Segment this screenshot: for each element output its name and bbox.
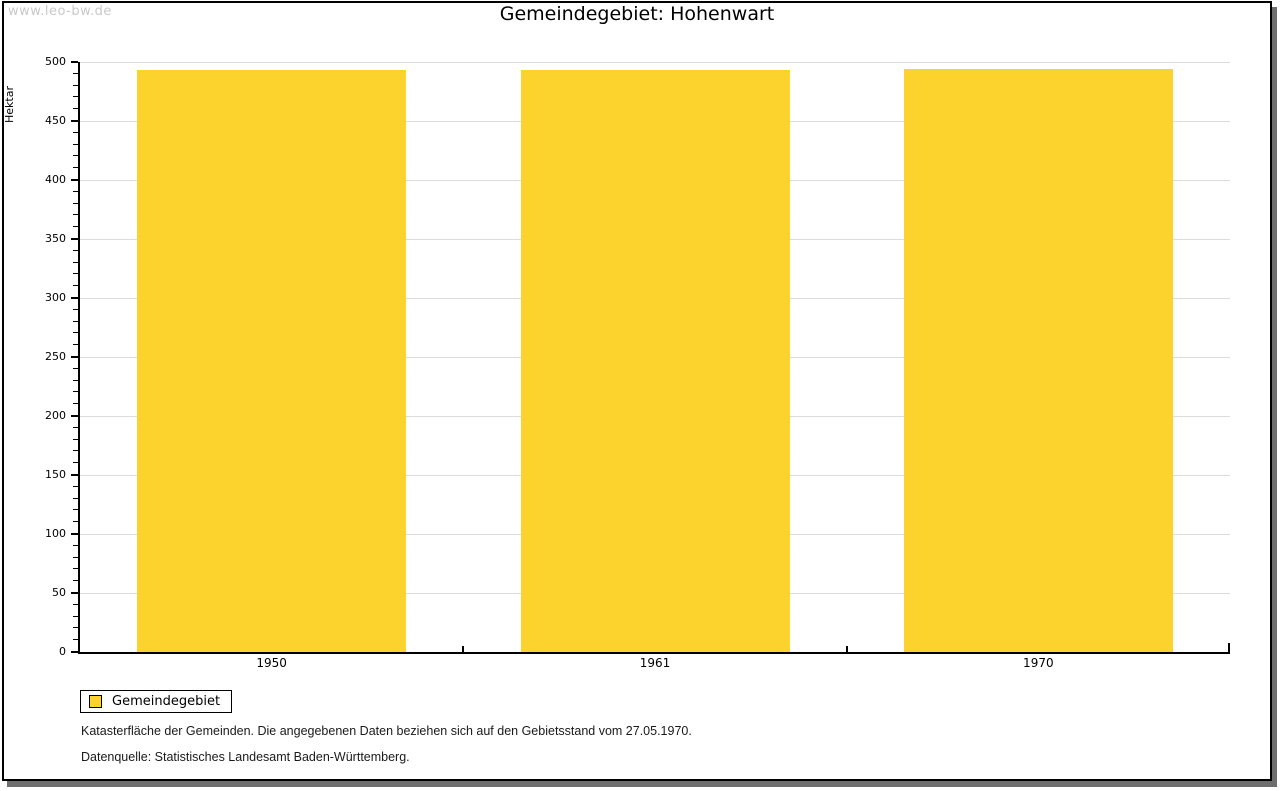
- y-major-tick-450: [71, 120, 78, 122]
- y-major-tick-200: [71, 415, 78, 417]
- bar-1961: [520, 70, 790, 652]
- y-tick-label-350: 350: [45, 232, 66, 245]
- y-minor-tick-290: [73, 308, 78, 310]
- y-minor-tick-370: [73, 214, 78, 216]
- y-minor-tick-90: [73, 544, 78, 546]
- y-tick-label-0: 0: [59, 645, 66, 658]
- legend-swatch: [89, 695, 102, 708]
- y-major-tick-0: [71, 651, 78, 653]
- y-minor-tick-470: [73, 96, 78, 98]
- legend-label: Gemeindegebiet: [112, 694, 221, 709]
- y-minor-tick-40: [73, 603, 78, 605]
- y-minor-tick-390: [73, 190, 78, 192]
- y-tick-label-450: 450: [45, 114, 66, 127]
- y-major-tick-350: [71, 238, 78, 240]
- legend: Gemeindegebiet: [80, 690, 233, 713]
- y-minor-tick-130: [73, 497, 78, 499]
- y-minor-tick-80: [73, 556, 78, 558]
- y-minor-tick-320: [73, 273, 78, 275]
- category-boundary-tick: [845, 646, 848, 652]
- y-minor-tick-360: [73, 226, 78, 228]
- y-tick-label-150: 150: [45, 468, 66, 481]
- footnote: Katasterfläche der Gemeinden. Die angege…: [81, 724, 692, 738]
- y-minor-tick-140: [73, 485, 78, 487]
- y-minor-tick-480: [73, 84, 78, 86]
- y-minor-tick-220: [73, 391, 78, 393]
- y-minor-tick-160: [73, 462, 78, 464]
- x-tick-label-1950: 1950: [256, 656, 287, 670]
- bar-1970: [903, 69, 1173, 652]
- y-major-tick-150: [71, 474, 78, 476]
- y-major-tick-250: [71, 356, 78, 358]
- y-major-tick-500: [71, 61, 78, 63]
- y-minor-tick-310: [73, 285, 78, 287]
- chart-title: Gemeindegebiet: Hohenwart: [499, 3, 775, 25]
- watermark: www.leo-bw.de: [8, 4, 112, 19]
- y-minor-tick-280: [73, 320, 78, 322]
- y-minor-tick-340: [73, 249, 78, 251]
- x-tick-label-1970: 1970: [1023, 656, 1054, 670]
- y-minor-tick-240: [73, 367, 78, 369]
- x-tick-label-1961: 1961: [639, 656, 671, 670]
- y-tick-label-200: 200: [45, 409, 66, 422]
- plot-area: [78, 62, 1230, 654]
- y-minor-tick-60: [73, 580, 78, 582]
- y-minor-tick-180: [73, 438, 78, 440]
- gridline-500: [80, 62, 1230, 63]
- y-minor-tick-330: [73, 261, 78, 263]
- y-minor-tick-380: [73, 202, 78, 204]
- y-major-tick-100: [71, 533, 78, 535]
- y-minor-tick-30: [73, 615, 78, 617]
- y-major-tick-400: [71, 179, 78, 181]
- y-minor-tick-430: [73, 143, 78, 145]
- y-minor-tick-190: [73, 426, 78, 428]
- y-minor-tick-110: [73, 521, 78, 523]
- y-tick-label-400: 400: [45, 173, 66, 186]
- y-minor-tick-10: [73, 639, 78, 641]
- x-axis-end-cap: [1228, 643, 1230, 652]
- y-minor-tick-270: [73, 332, 78, 334]
- y-minor-tick-440: [73, 131, 78, 133]
- y-minor-tick-20: [73, 627, 78, 629]
- y-minor-tick-70: [73, 568, 78, 570]
- y-minor-tick-420: [73, 155, 78, 157]
- y-tick-label-100: 100: [45, 527, 66, 540]
- y-minor-tick-260: [73, 344, 78, 346]
- y-tick-label-50: 50: [52, 586, 66, 599]
- y-tick-label-500: 500: [45, 55, 66, 68]
- y-minor-tick-120: [73, 509, 78, 511]
- y-tick-label-300: 300: [45, 291, 66, 304]
- category-boundary-tick: [462, 646, 465, 652]
- y-minor-tick-210: [73, 403, 78, 405]
- y-tick-label-250: 250: [45, 350, 66, 363]
- bar-1950: [137, 70, 407, 652]
- y-minor-tick-230: [73, 379, 78, 381]
- y-major-tick-300: [71, 297, 78, 299]
- y-minor-tick-170: [73, 450, 78, 452]
- y-minor-tick-460: [73, 108, 78, 110]
- source-note: Datenquelle: Statistisches Landesamt Bad…: [81, 750, 410, 764]
- y-minor-tick-490: [73, 72, 78, 74]
- y-minor-tick-410: [73, 167, 78, 169]
- y-major-tick-50: [71, 592, 78, 594]
